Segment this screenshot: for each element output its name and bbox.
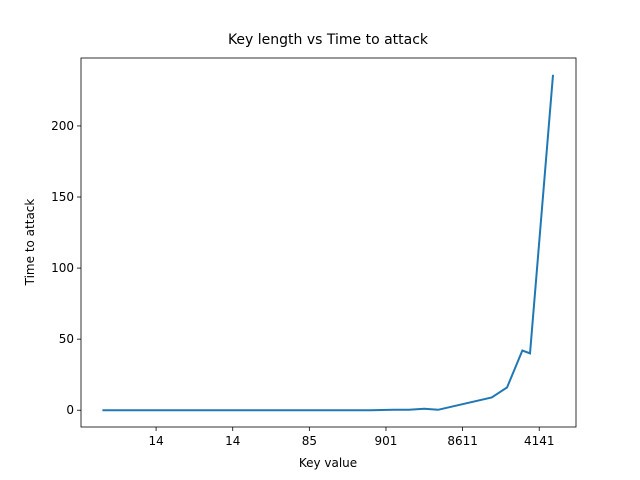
x-tick-label: 4141 bbox=[524, 434, 555, 448]
y-tick-label: 50 bbox=[59, 332, 74, 346]
x-axis-label: Key value bbox=[299, 456, 357, 470]
y-tick-label: 200 bbox=[51, 119, 74, 133]
x-tick-label: 8611 bbox=[447, 434, 478, 448]
x-tick-label: 85 bbox=[302, 434, 317, 448]
x-tick-label: 901 bbox=[375, 434, 398, 448]
x-tick-label: 14 bbox=[225, 434, 240, 448]
y-tick-label: 150 bbox=[51, 190, 74, 204]
data-line bbox=[102, 74, 555, 412]
y-axis-label: Time to attack bbox=[23, 199, 37, 287]
chart-title: Key length vs Time to attack bbox=[228, 32, 429, 48]
y-tick-label: 0 bbox=[66, 403, 74, 417]
y-tick-label: 100 bbox=[51, 261, 74, 275]
x-tick-label: 14 bbox=[148, 434, 163, 448]
plot-frame bbox=[80, 57, 577, 428]
